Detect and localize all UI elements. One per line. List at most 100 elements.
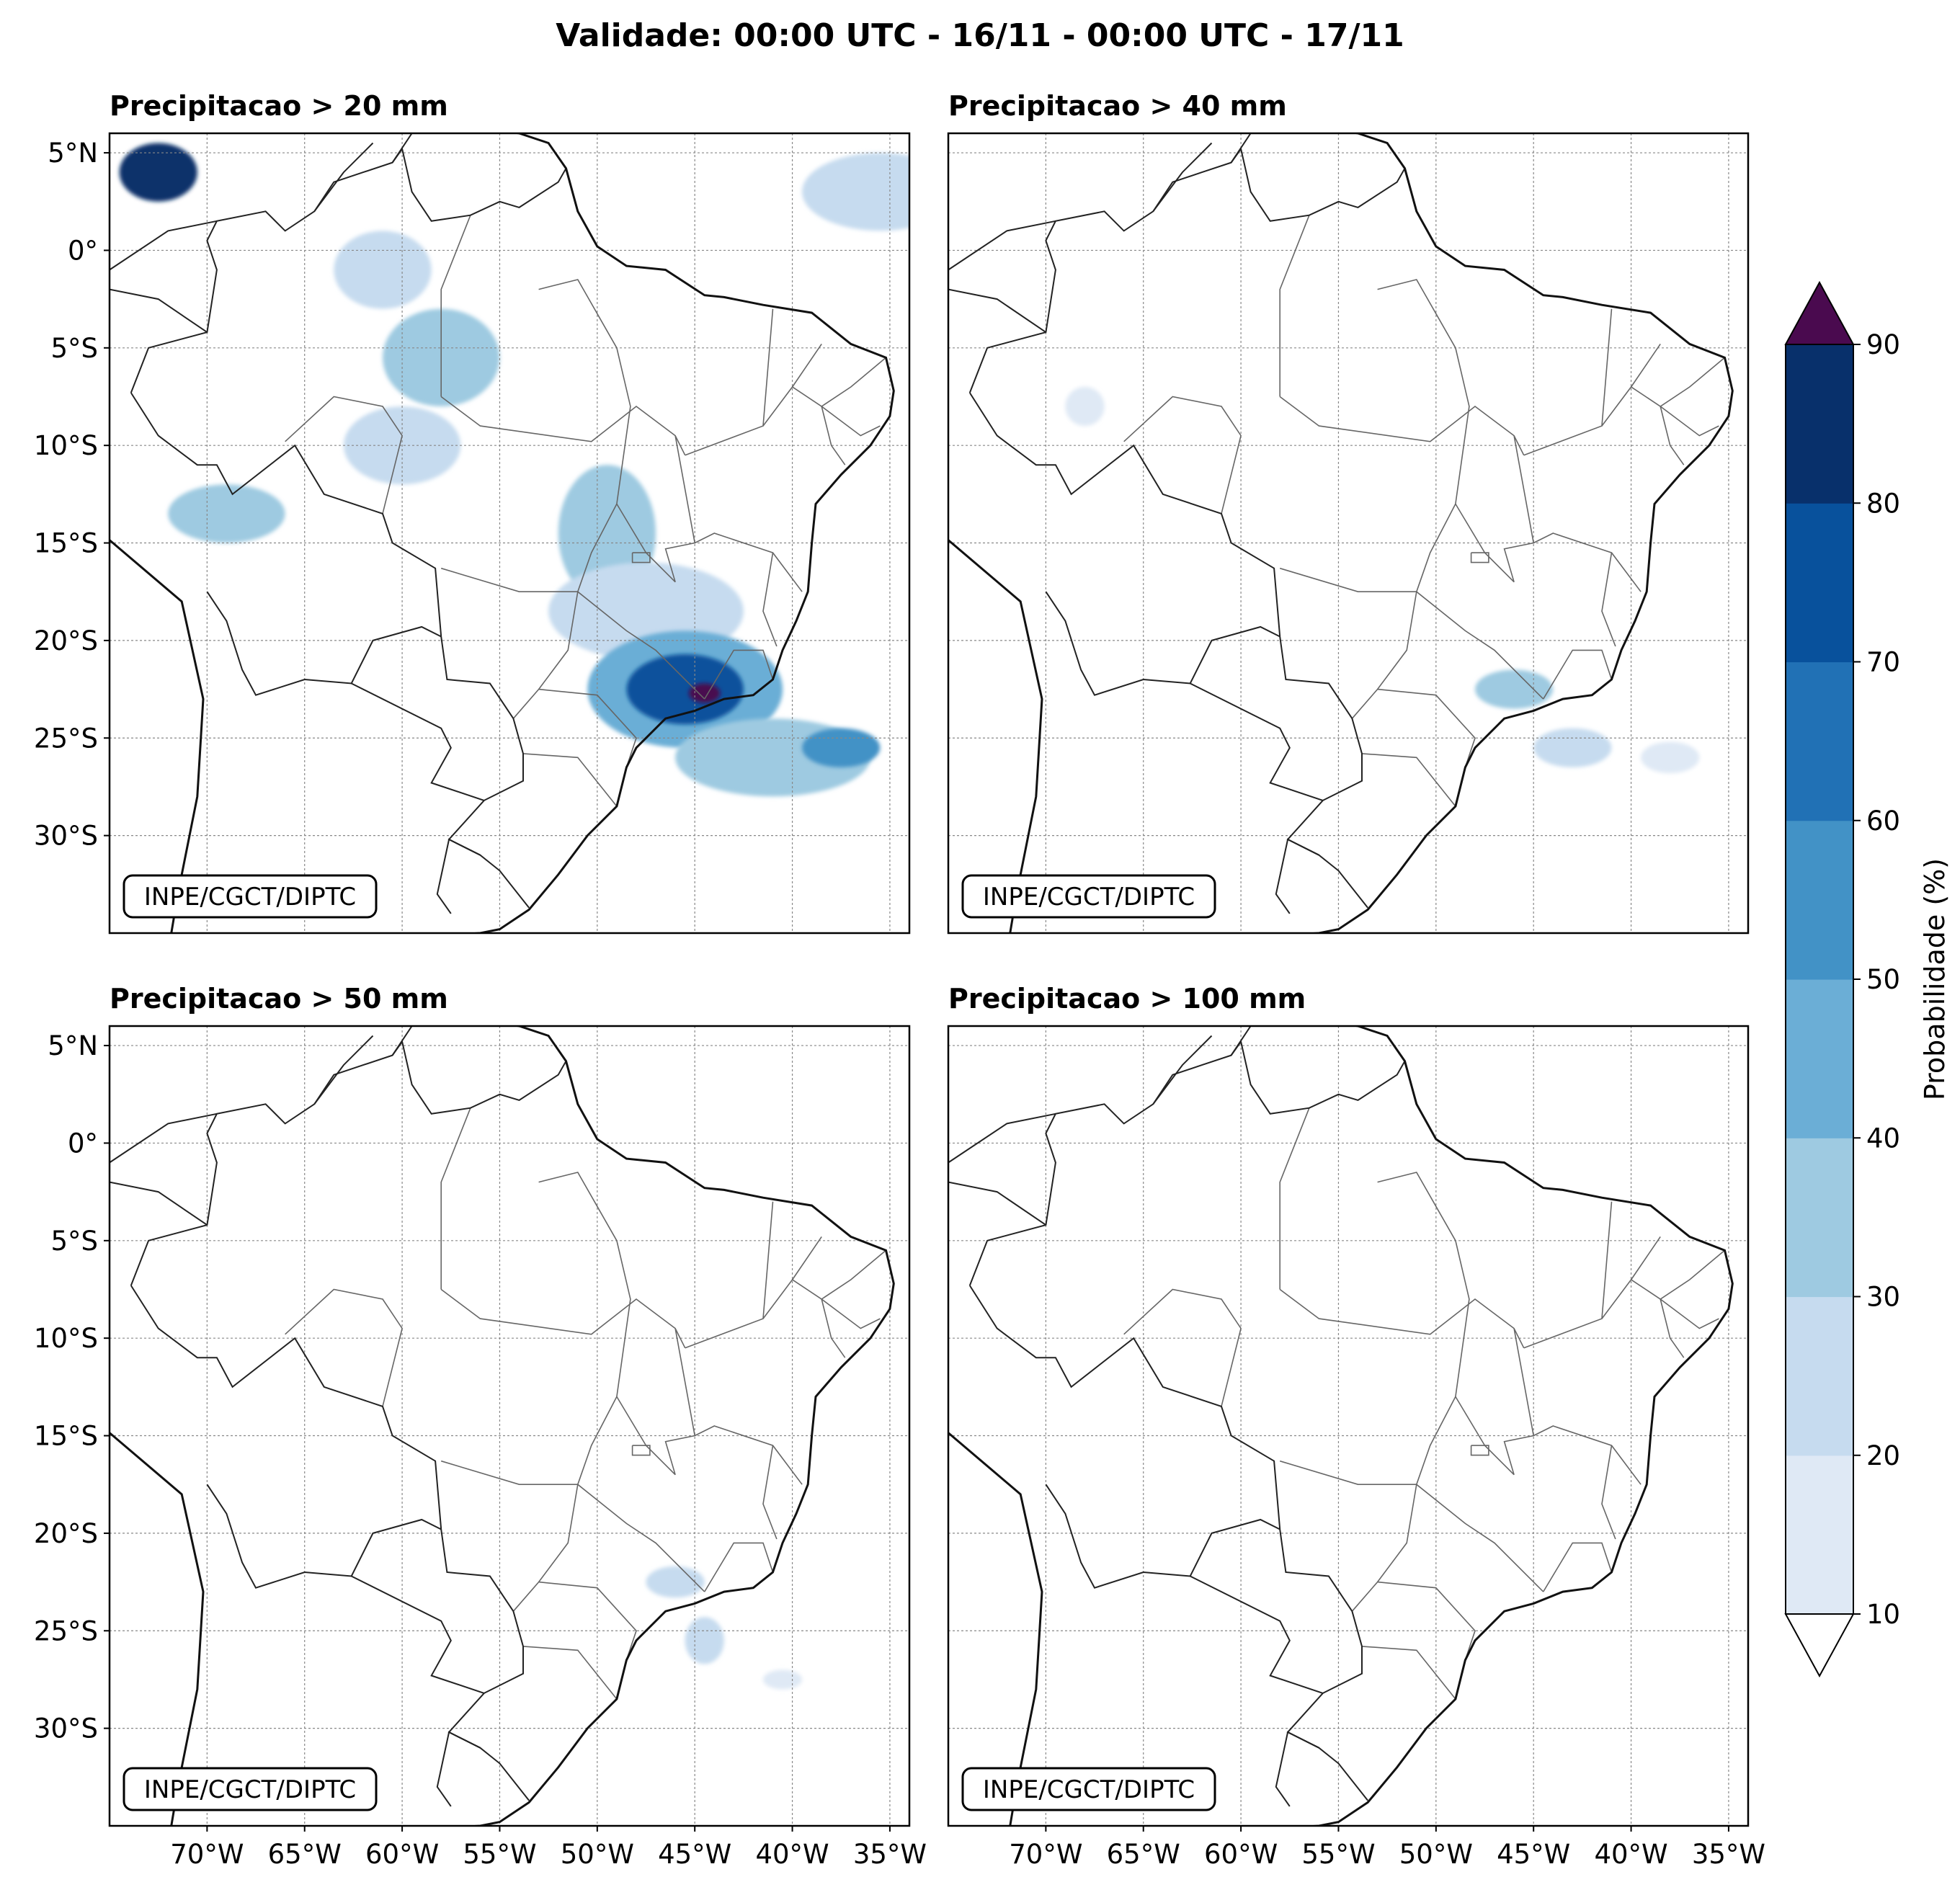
credit-box — [122, 1767, 378, 1811]
lat-tick-label: 5°N — [48, 1030, 98, 1061]
lat-tick-label: 0° — [68, 1128, 98, 1159]
state-boundary — [1523, 308, 1613, 456]
lon-tick-label: 55°W — [463, 1839, 536, 1870]
state-boundary — [762, 357, 887, 427]
country-boundary — [313, 142, 374, 212]
state-boundary — [1279, 1288, 1525, 1349]
country-boundary — [391, 1026, 461, 1056]
colorbar-tick-label: 70 — [1866, 647, 1900, 678]
state-boundary — [1660, 1298, 1685, 1358]
state-boundary — [694, 532, 803, 592]
panel-title-50mm: Precipitacao > 50 mm — [110, 983, 448, 1015]
lat-tick-label: 10°S — [34, 430, 98, 461]
state-boundary — [1533, 532, 1642, 592]
country-boundary — [313, 1035, 374, 1105]
probability-area — [685, 1617, 724, 1664]
panel-title-20mm: Precipitacao > 20 mm — [110, 90, 448, 122]
state-boundary — [821, 406, 846, 465]
credit-box — [961, 874, 1216, 919]
country-boundary — [110, 220, 218, 271]
country-boundary — [110, 1181, 208, 1226]
state-boundary — [285, 1288, 403, 1407]
panel-100mm: Precipitacao > 100 mm INPE/CGCT/DIPTC 70°… — [947, 983, 1765, 1870]
colorbar-tick-label: 40 — [1866, 1123, 1900, 1154]
probability-area — [689, 683, 721, 703]
state-boundary — [1630, 1236, 1661, 1280]
colorbar-tick-label: 20 — [1866, 1440, 1900, 1471]
map-frame — [947, 1025, 1750, 1827]
lon-tick-label: 70°W — [170, 1839, 244, 1870]
lat-tick-label: 5°S — [50, 333, 98, 364]
lon-tick-label: 35°W — [853, 1839, 927, 1870]
country-boundary — [1152, 142, 1213, 212]
country-boundary — [110, 1113, 218, 1164]
state-boundary — [440, 1107, 471, 1290]
lat-tick-label: 20°S — [34, 1518, 98, 1549]
country-boundary — [391, 133, 461, 164]
lon-tick-label: 60°W — [1204, 1839, 1278, 1870]
state-boundary — [1660, 406, 1685, 465]
state-boundary — [538, 1172, 631, 1485]
map-frame — [947, 132, 1750, 935]
state-boundary — [512, 592, 579, 719]
lat-tick-label: 15°S — [34, 1421, 98, 1452]
country-boundary — [1230, 133, 1300, 164]
state-boundary — [1361, 1646, 1456, 1700]
lon-tick-label: 40°W — [1594, 1839, 1667, 1870]
country-boundary — [948, 1181, 1046, 1226]
colorbar-band — [1786, 344, 1853, 504]
probability-area — [762, 1669, 803, 1690]
lon-tick-label: 65°W — [1107, 1839, 1180, 1870]
state-boundary — [440, 1288, 686, 1349]
state-boundary — [1279, 215, 1310, 397]
lon-tick-label: 55°W — [1301, 1839, 1375, 1870]
state-boundary — [762, 1249, 887, 1319]
country-boundary — [436, 1731, 481, 1807]
colorbar-tick-label: 30 — [1866, 1282, 1900, 1313]
state-boundary — [1533, 1425, 1642, 1485]
map-frame — [108, 1025, 911, 1827]
state-boundary — [616, 1328, 696, 1476]
state-boundary — [631, 552, 651, 563]
state-boundary — [1630, 343, 1661, 388]
panel-50mm: Precipitacao > 50 mm INPE/CGCT/DIPTC 5°N 0… — [34, 983, 927, 1870]
state-boundary — [440, 215, 471, 397]
country-boundary — [1190, 1575, 1324, 1694]
state-boundary — [285, 396, 403, 514]
state-boundary — [440, 1460, 705, 1592]
state-boundary — [1123, 396, 1242, 514]
credit-box — [961, 1767, 1216, 1811]
country-boundary — [968, 1040, 1406, 1286]
state-boundary — [1377, 1172, 1470, 1485]
credit-text: INPE/CGCT/DIPTC — [144, 883, 356, 911]
state-boundary — [821, 1298, 846, 1358]
country-boundary — [206, 591, 442, 696]
lat-tick-label: 30°S — [34, 821, 98, 852]
country-boundary — [1152, 1035, 1213, 1105]
colorbar-band — [1786, 503, 1853, 663]
credit-text: INPE/CGCT/DIPTC — [983, 883, 1195, 911]
credit-text: INPE/CGCT/DIPTC — [983, 1775, 1195, 1804]
state-boundary — [1601, 1445, 1616, 1540]
coastline — [948, 133, 1734, 933]
probability-area — [334, 231, 432, 309]
lat-tick-label: 15°S — [34, 528, 98, 559]
state-boundary — [1455, 1328, 1535, 1476]
probability-area — [646, 1566, 705, 1598]
country-boundary — [1190, 682, 1324, 801]
colorbar-max-extend — [1784, 280, 1855, 345]
lat-tick-label: 20°S — [34, 625, 98, 656]
state-boundary — [1470, 1445, 1489, 1456]
lat-tick-label: 10°S — [34, 1323, 98, 1354]
state-boundary — [1523, 1201, 1613, 1349]
lat-tick-label: 30°S — [34, 1713, 98, 1744]
state-boundary — [1660, 1298, 1719, 1329]
country-boundary — [1045, 591, 1280, 696]
state-boundary — [1601, 1249, 1726, 1319]
colorbar-label: Probabilidade (%) — [1919, 858, 1951, 1100]
lat-tick-label: 5°S — [50, 1226, 98, 1257]
country-boundary — [1230, 1026, 1300, 1056]
lon-tick-label: 45°W — [1497, 1839, 1570, 1870]
colorbar-band — [1786, 1296, 1853, 1456]
country-boundary — [948, 220, 1056, 271]
